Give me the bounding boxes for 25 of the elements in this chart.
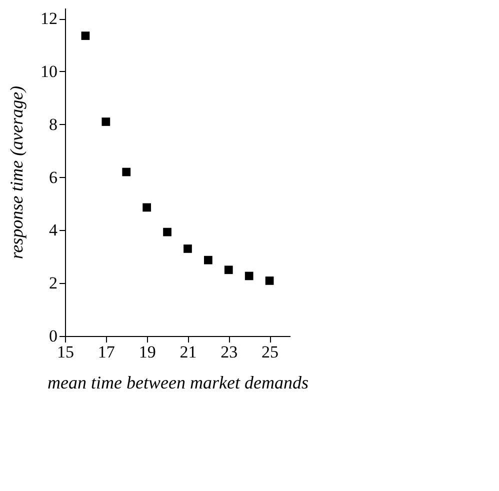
x-tick-label: 25 [262,342,279,362]
point [204,256,212,264]
point [81,32,90,40]
y-tick-label: 12 [40,9,58,28]
point [122,168,131,176]
point [184,244,192,253]
x-tick-label: 23 [220,342,238,362]
y-tick-label: 2 [49,274,58,293]
y-tick-label: 6 [49,168,58,187]
x-tick-label: 21 [180,342,197,362]
x-tick-label: 17 [98,342,116,362]
y-tick-label: 10 [40,62,58,81]
point [163,228,172,236]
y-tick-label: 8 [49,114,58,134]
y-axis-title: response time (average) [6,86,26,260]
point [224,266,233,274]
x-axis-title: mean time between market demands [48,372,308,392]
y-tick-label: 0 [49,326,58,346]
point [142,203,151,212]
point [244,272,254,280]
x-tick-label: 15 [57,342,74,362]
x-tick-label: 19 [138,342,156,362]
y-tick-label: 4 [49,220,58,240]
point [265,276,274,285]
point [102,118,110,126]
